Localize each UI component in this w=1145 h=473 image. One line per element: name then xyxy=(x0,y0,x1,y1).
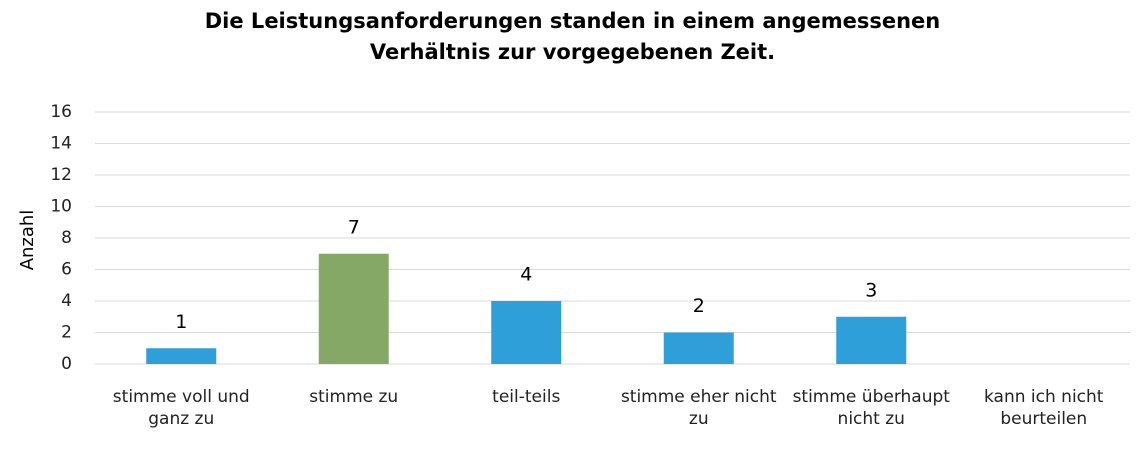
data-label: 4 xyxy=(520,264,532,286)
data-label: 1 xyxy=(175,311,187,333)
y-tick-label: 12 xyxy=(50,165,72,185)
x-tick-label: stimme zu xyxy=(309,387,399,407)
data-label: 7 xyxy=(348,216,360,238)
y-axis-label: Anzahl xyxy=(17,210,38,271)
bar xyxy=(663,332,734,364)
bar xyxy=(318,253,389,364)
bar xyxy=(146,348,217,364)
y-tick-label: 8 xyxy=(61,228,72,248)
data-label: 2 xyxy=(693,295,705,317)
x-tick-label: kann ich nicht beurteilen xyxy=(984,387,1104,429)
bar xyxy=(836,316,907,364)
y-tick-label: 14 xyxy=(50,134,72,154)
y-tick-label: 16 xyxy=(50,102,72,122)
y-tick-label: 6 xyxy=(61,260,72,280)
x-tick-label: stimme überhaupt nicht zu xyxy=(792,387,950,429)
x-tick-label: stimme voll und ganz zu xyxy=(112,387,250,429)
data-label: 3 xyxy=(865,279,877,301)
chart-title: Die Leistungsanforderungen standen in ei… xyxy=(204,9,941,64)
y-tick-label: 0 xyxy=(61,354,72,374)
y-tick-label: 2 xyxy=(61,323,72,343)
bar xyxy=(491,301,562,364)
x-tick-label: teil-teils xyxy=(492,387,561,407)
x-tick-label: stimme eher nicht zu xyxy=(620,387,777,429)
y-tick-label: 4 xyxy=(61,291,72,311)
y-tick-label: 10 xyxy=(50,197,72,217)
